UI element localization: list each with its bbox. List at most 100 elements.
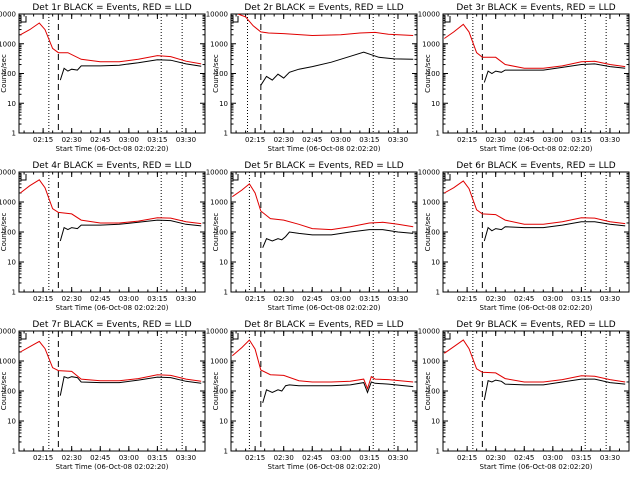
y-tick-label: 10 — [219, 259, 228, 267]
panel-title: Det 5r BLACK = Events, RED = LLD — [244, 161, 403, 171]
y-tick-label: 1000 — [210, 199, 228, 207]
x-tick-label: 03:00 — [331, 136, 351, 144]
events-series-line — [483, 221, 626, 242]
y-axis-label: Counts/sec — [424, 213, 432, 252]
plot-frame — [442, 13, 630, 134]
events-series-line — [59, 376, 202, 396]
y-tick-label: 100 — [427, 388, 440, 396]
y-axis-label: Counts/sec — [0, 54, 8, 93]
plot-frame — [18, 171, 206, 293]
y-axis-label: Counts/sec — [424, 54, 432, 93]
y-tick-label: 10 — [7, 100, 16, 108]
y-tick-label: 1 — [224, 289, 228, 297]
events-series-line — [59, 59, 202, 81]
plot-frame — [230, 13, 418, 134]
y-tick-label: 10000 — [206, 328, 228, 336]
x-tick-label: 02:15 — [457, 136, 477, 144]
x-tick-label: 03:00 — [119, 454, 139, 462]
y-tick-label: 100 — [215, 388, 228, 396]
x-tick-label: 03:15 — [359, 454, 379, 462]
x-tick-label: 03:30 — [176, 295, 196, 303]
start-bracket-mark — [20, 16, 27, 23]
y-tick-label: 1000 — [422, 199, 440, 207]
y-tick-label: 1 — [12, 448, 16, 456]
events-series-line — [59, 219, 202, 242]
y-tick-label: 1000 — [422, 358, 440, 366]
y-tick-label: 1 — [12, 130, 16, 138]
panel-title: Det 2r BLACK = Events, RED = LLD — [244, 3, 403, 13]
y-tick-label: 1000 — [0, 40, 16, 48]
plot-frame — [230, 171, 418, 293]
x-axis-label: Start Time (06-Oct-08 02:02:20) — [268, 304, 381, 312]
x-tick-label: 02:15 — [33, 136, 53, 144]
x-tick-label: 02:45 — [90, 295, 110, 303]
start-bracket-mark — [232, 333, 239, 340]
y-tick-label: 10 — [7, 418, 16, 426]
panel-title: Det 1r BLACK = Events, RED = LLD — [32, 3, 191, 13]
y-tick-label: 1 — [224, 130, 228, 138]
start-bracket-mark — [444, 333, 451, 340]
x-axis-label: Start Time (06-Oct-08 02:02:20) — [480, 304, 593, 312]
x-tick-label: 02:45 — [514, 454, 534, 462]
detector-panel-3: Det 3r BLACK = Events, RED = LLD 1 10 100 10… — [418, 3, 630, 153]
x-tick-label: 02:15 — [457, 454, 477, 462]
x-axis-label: Start Time (06-Oct-08 02:02:20) — [56, 463, 169, 471]
x-tick-label: 03:15 — [147, 454, 167, 462]
y-tick-label: 1000 — [210, 358, 228, 366]
y-axis-label: Counts/sec — [0, 372, 8, 411]
x-tick-label: 03:00 — [119, 136, 139, 144]
plot-frame — [230, 330, 418, 452]
plot-frame — [442, 171, 630, 293]
panel-title: Det 8r BLACK = Events, RED = LLD — [244, 320, 403, 330]
y-axis-label: Counts/sec — [212, 213, 220, 252]
y-tick-label: 100 — [3, 70, 16, 78]
x-tick-label: 02:15 — [33, 454, 53, 462]
x-tick-label: 03:15 — [359, 136, 379, 144]
x-tick-label: 03:30 — [176, 454, 196, 462]
lld-series-line — [231, 339, 414, 391]
x-axis-label: Start Time (06-Oct-08 02:02:20) — [480, 463, 593, 471]
x-tick-label: 02:15 — [245, 136, 265, 144]
x-tick-label: 03:00 — [331, 295, 351, 303]
x-tick-label: 03:00 — [543, 454, 563, 462]
x-axis-label: Start Time (06-Oct-08 02:02:20) — [268, 145, 381, 153]
detector-panel-4: Det 4r BLACK = Events, RED = LLD 1 10 100 10… — [0, 161, 206, 312]
x-tick-label: 02:30 — [62, 295, 82, 303]
lld-series-line — [20, 340, 202, 382]
x-tick-label: 02:30 — [486, 454, 506, 462]
lld-series-line — [232, 183, 414, 231]
x-tick-label: 02:15 — [457, 295, 477, 303]
start-bracket-mark — [20, 174, 27, 181]
detector-panel-6: Det 6r BLACK = Events, RED = LLD 1 10 100 10… — [418, 161, 630, 312]
x-tick-label: 02:45 — [514, 136, 534, 144]
events-series-line — [260, 51, 414, 86]
plot-frame — [18, 330, 206, 452]
x-axis-label: Start Time (06-Oct-08 02:02:20) — [56, 145, 169, 153]
y-tick-label: 10000 — [418, 169, 440, 177]
x-tick-label: 03:15 — [571, 136, 591, 144]
y-tick-label: 100 — [3, 229, 16, 237]
y-tick-label: 100 — [427, 229, 440, 237]
y-tick-label: 10000 — [0, 169, 16, 177]
y-tick-label: 10000 — [0, 328, 16, 336]
x-tick-label: 02:45 — [302, 295, 322, 303]
start-bracket-mark — [444, 16, 451, 23]
y-tick-label: 10000 — [0, 11, 16, 19]
x-tick-label: 03:30 — [388, 295, 408, 303]
x-tick-label: 03:15 — [147, 136, 167, 144]
x-tick-label: 03:30 — [600, 295, 620, 303]
x-tick-label: 02:15 — [245, 295, 265, 303]
panel-title: Det 7r BLACK = Events, RED = LLD — [32, 320, 191, 330]
x-tick-label: 02:30 — [274, 295, 294, 303]
plot-frame — [442, 330, 630, 452]
panel-title: Det 6r BLACK = Events, RED = LLD — [456, 161, 615, 171]
x-tick-label: 02:30 — [274, 454, 294, 462]
x-tick-label: 03:15 — [571, 454, 591, 462]
detector-panel-5: Det 5r BLACK = Events, RED = LLD 1 10 100 10… — [206, 161, 418, 312]
y-tick-label: 10000 — [206, 11, 228, 19]
x-axis-label: Start Time (06-Oct-08 02:02:20) — [56, 304, 169, 312]
panel-title: Det 4r BLACK = Events, RED = LLD — [32, 161, 191, 171]
panel-title: Det 9r BLACK = Events, RED = LLD — [456, 320, 615, 330]
x-tick-label: 03:30 — [600, 136, 620, 144]
